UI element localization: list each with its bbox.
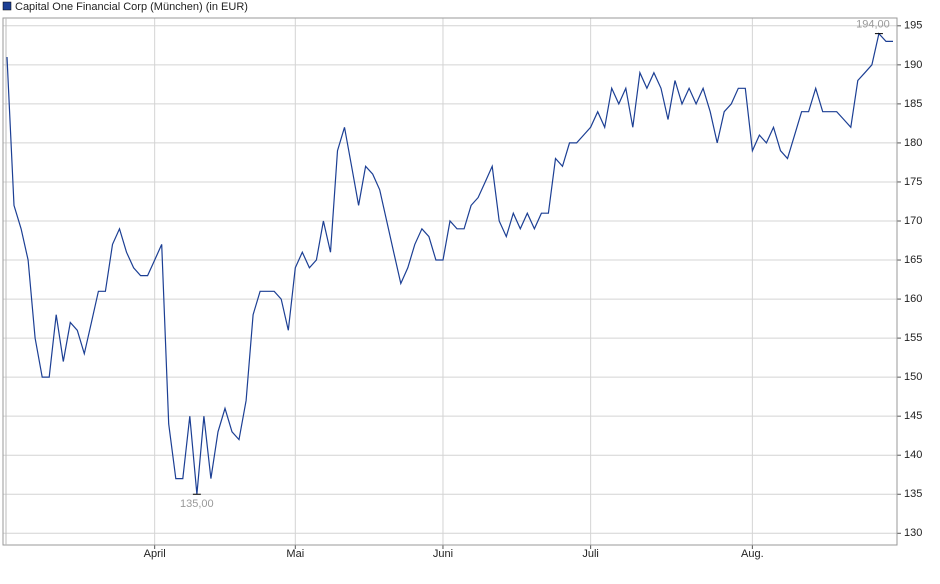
legend-swatch [2,1,12,11]
x-tick-label: Juli [582,548,599,560]
y-tick-label: 145 [904,410,922,422]
y-tick-label: 190 [904,59,922,71]
y-tick-label: 180 [904,137,922,149]
y-tick-label: 150 [904,371,922,383]
y-tick-label: 175 [904,176,922,188]
y-tick-label: 160 [904,293,922,305]
x-tick-label: Aug. [741,548,764,560]
y-tick-label: 185 [904,98,922,110]
y-tick-label: 135 [904,488,922,500]
x-tick-label: Juni [433,548,453,560]
y-tick-label: 130 [904,527,922,539]
value-label: 135,00 [180,498,214,510]
y-tick-label: 170 [904,215,922,227]
y-tick-label: 140 [904,449,922,461]
price-line [6,32,893,495]
y-tick-label: 165 [904,254,922,266]
x-tick-label: April [144,548,166,560]
y-tick-label: 195 [904,20,922,32]
value-label: 194,00 [856,19,890,31]
x-tick-label: Mai [286,548,304,560]
plot-frame [2,17,898,546]
y-tick-label: 155 [904,332,922,344]
legend-label: Capital One Financial Corp (München) (in… [15,1,248,13]
